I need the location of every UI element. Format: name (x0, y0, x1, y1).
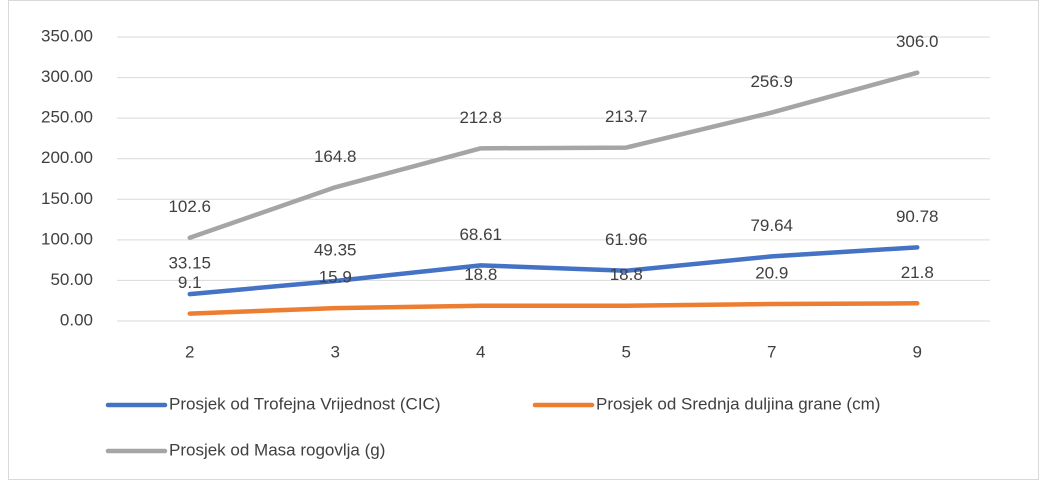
data-label: 164.8 (314, 147, 357, 166)
data-label: 256.9 (750, 72, 793, 91)
y-tick-label: 300.00 (41, 67, 93, 86)
legend-label: Prosjek od Trofejna Vrijednost (CIC) (169, 394, 440, 413)
y-tick-label: 100.00 (41, 229, 93, 248)
x-tick-label: 5 (622, 342, 631, 361)
series-line (187, 301, 920, 316)
data-label: 49.35 (314, 240, 357, 259)
x-tick-label: 2 (185, 342, 194, 361)
data-label: 9.1 (178, 273, 202, 292)
data-label: 15.9 (319, 268, 352, 287)
data-label: 33.15 (168, 254, 211, 273)
data-label: 18.8 (464, 265, 497, 284)
data-label: 61.96 (605, 230, 648, 249)
y-tick-label: 50.00 (50, 270, 93, 289)
data-label: 79.64 (750, 216, 793, 235)
data-label: 20.9 (755, 264, 788, 283)
legend-label: Prosjek od Masa rogovlja (g) (169, 440, 385, 459)
x-tick-label: 7 (767, 342, 776, 361)
data-label: 306.0 (896, 32, 939, 51)
series-line (187, 70, 920, 240)
legend-label: Prosjek od Srednja duljina grane (cm) (596, 394, 880, 413)
y-tick-label: 350.00 (41, 26, 93, 45)
series-line (187, 245, 920, 297)
data-label: 68.61 (459, 225, 502, 244)
x-tick-label: 3 (331, 342, 340, 361)
data-label: 18.8 (610, 265, 643, 284)
data-label: 213.7 (605, 107, 648, 126)
y-tick-label: 200.00 (41, 148, 93, 167)
y-tick-label: 150.00 (41, 189, 93, 208)
x-tick-label: 9 (913, 342, 922, 361)
data-label: 90.78 (896, 207, 939, 226)
data-label: 21.8 (901, 263, 934, 282)
data-label: 102.6 (168, 197, 211, 216)
y-tick-label: 0.00 (60, 310, 93, 329)
y-tick-label: 250.00 (41, 108, 93, 127)
x-tick-label: 4 (476, 342, 485, 361)
data-label: 212.8 (459, 108, 502, 127)
